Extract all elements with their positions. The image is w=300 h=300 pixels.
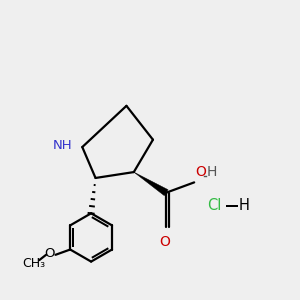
Text: O: O	[196, 165, 206, 179]
Text: O: O	[159, 235, 170, 249]
Text: NH: NH	[53, 139, 73, 152]
Text: H: H	[239, 198, 250, 213]
Text: O: O	[44, 247, 54, 260]
Text: CH₃: CH₃	[23, 256, 46, 270]
Text: H: H	[206, 165, 217, 179]
Text: Cl: Cl	[208, 198, 222, 213]
Polygon shape	[134, 172, 168, 196]
